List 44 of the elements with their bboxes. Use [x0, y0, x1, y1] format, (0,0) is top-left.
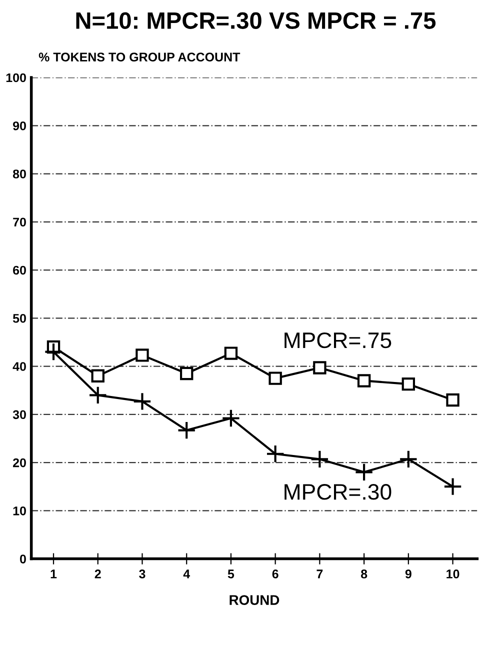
x-tick-label: 10	[446, 570, 460, 578]
point	[132, 392, 152, 411]
x-tick-label: 5	[228, 570, 234, 578]
x-tick-label: 6	[272, 570, 278, 578]
x-tick-label: 7	[316, 570, 323, 578]
series-label: MPCR=.75	[284, 332, 392, 348]
y-axis-title: % TOKENS TO GROUP ACCOUNT	[38, 52, 240, 62]
x-tick-label: 1	[50, 570, 57, 578]
y-tick-label: 80	[12, 170, 26, 178]
point	[266, 444, 285, 464]
point	[136, 348, 149, 362]
y-tick-label: 60	[13, 266, 26, 275]
y-tick-label: 40	[12, 362, 26, 371]
point	[177, 420, 196, 440]
point	[180, 366, 194, 380]
point	[443, 477, 462, 496]
point	[268, 372, 282, 385]
point	[446, 393, 460, 407]
x-tick-label: 4	[183, 570, 190, 578]
point	[224, 346, 238, 360]
point	[313, 361, 326, 374]
point	[402, 377, 416, 391]
y-tick-label: 90	[13, 121, 26, 130]
series-label: MPCR=.30	[284, 484, 392, 500]
x-tick-label: 9	[405, 570, 412, 578]
point	[88, 386, 108, 405]
y-tick-label: 20	[13, 458, 26, 468]
point	[357, 374, 371, 388]
y-tick-label: 70	[13, 218, 26, 227]
point	[310, 450, 330, 469]
point	[222, 408, 240, 428]
y-tick-label: 100	[6, 73, 26, 82]
x-tick-label: 3	[139, 570, 146, 578]
x-tick-label: 8	[360, 570, 368, 578]
chart-title: N=10: MPCR=.30 VS MPCR = .75	[76, 12, 436, 29]
x-axis-title: ROUND	[230, 595, 280, 605]
y-tick-label: 50	[12, 314, 26, 323]
x-tick-label: 2	[94, 570, 101, 578]
point	[354, 462, 374, 482]
y-tick-label: 30	[12, 410, 26, 420]
y-tick-label: 0	[20, 554, 26, 564]
point	[399, 450, 418, 469]
y-tick-label: 10	[13, 506, 26, 516]
point	[91, 369, 104, 383]
